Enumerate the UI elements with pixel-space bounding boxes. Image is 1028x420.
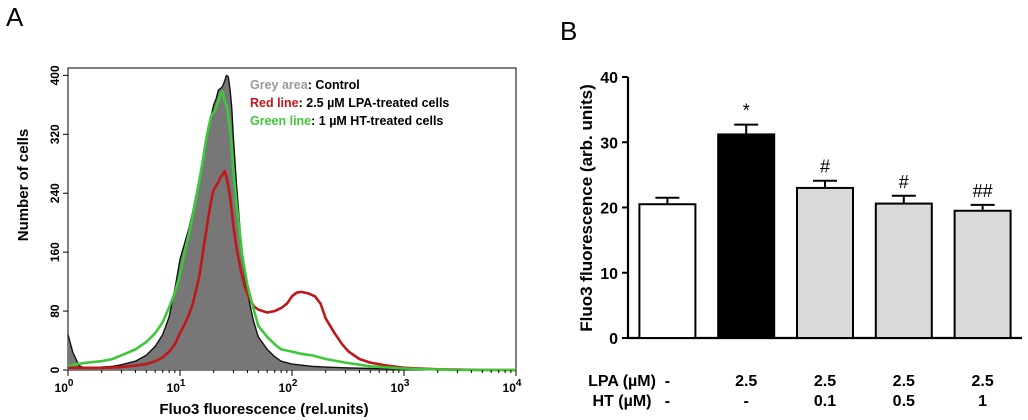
panel-b-condition-value: - — [665, 373, 670, 390]
legend-grey: Grey area: Control — [250, 78, 360, 92]
panel-a-x-tick-label: 104 — [503, 378, 522, 395]
panel-b-condition-value: 2.5 — [971, 373, 993, 390]
panel-a-y-tick-label: 240 — [48, 183, 62, 203]
panel-b-bar — [874, 202, 933, 339]
legend-red-text: : 2.5 µM LPA-treated cells — [299, 96, 450, 110]
legend-green-key: Green line — [250, 114, 311, 128]
series-red-line — [68, 169, 516, 372]
legend-red-key: Red line — [250, 96, 299, 110]
panel-b-significance-mark: ## — [973, 181, 993, 201]
panel-a-y-tick-label: 160 — [48, 242, 62, 262]
panel-a-x-tick-label: 103 — [391, 378, 410, 395]
legend-red: Red line: 2.5 µM LPA-treated cells — [250, 96, 449, 110]
panel-a-y-tick-label: 0 — [48, 366, 62, 373]
legend-green-text: : 1 µM HT-treated cells — [311, 114, 443, 128]
panel-b-significance-mark: # — [820, 157, 830, 177]
series-control-area — [68, 75, 516, 371]
panel-b-bar — [796, 186, 854, 339]
panel-a-y-tick-label: 320 — [48, 124, 62, 144]
panel-b-bar — [638, 203, 697, 339]
panel-a-y-axis-label: Number of cells — [15, 129, 32, 242]
series-green-line — [67, 90, 516, 372]
panel-a-legend: Grey area: Control Red line: 2.5 µM LPA-… — [250, 78, 449, 128]
panel-b-condition-value: 0.5 — [893, 393, 915, 410]
panel-a-letter: A — [6, 2, 24, 32]
panel-b-condition-label: LPA (µM) — [588, 373, 656, 390]
panel-a-x-axis-label: Fluo3 fluorescence (rel.units) — [159, 401, 368, 418]
legend-green: Green line: 1 µM HT-treated cells — [250, 114, 443, 128]
panel-b-significance-mark: # — [899, 172, 909, 192]
panel-b-y-tick-label: 10 — [600, 266, 618, 283]
panel-b-y-tick-label: 40 — [600, 70, 618, 87]
panel-a-y-tick-label: 80 — [48, 304, 62, 318]
panel-b-condition-label: HT (µM) — [593, 393, 652, 410]
panel-a-x-tick-label: 101 — [167, 378, 186, 395]
legend-grey-key: Grey area — [250, 78, 309, 92]
panel-b-y-tick-label: 20 — [600, 201, 618, 218]
panel-a-x-tick-label: 100 — [55, 378, 74, 395]
panel-b-y-tick-label: 30 — [600, 135, 618, 152]
panel-b-bar — [953, 209, 1012, 339]
panel-b-condition-value: 0.1 — [814, 393, 836, 410]
legend-grey-text: : Control — [308, 78, 360, 92]
panel-b-letter: B — [560, 16, 577, 46]
panel-a-histogram: 0 80 160 240 320 400 100 101 102 103 104 — [48, 65, 522, 395]
panel-b-condition-value: 2.5 — [814, 373, 836, 390]
panel-b-condition-value: - — [665, 393, 670, 410]
panel-b-y-tick-label: 0 — [609, 331, 618, 348]
panel-a-x-tick-label: 102 — [279, 378, 298, 395]
panel-a-y-tick-label: 400 — [48, 65, 62, 85]
panel-b-y-axis-label: Fluo3 fluorescence (arb. units) — [577, 84, 596, 332]
panel-b-condition-value: 2.5 — [893, 373, 915, 390]
panel-b-condition-value: 1 — [978, 393, 987, 410]
panel-b-condition-value: - — [744, 393, 749, 410]
panel-b-condition-value: 2.5 — [735, 373, 757, 390]
series-control-outline — [67, 74, 516, 371]
panel-b-bar — [717, 133, 776, 339]
panel-b-significance-mark: * — [743, 101, 750, 121]
